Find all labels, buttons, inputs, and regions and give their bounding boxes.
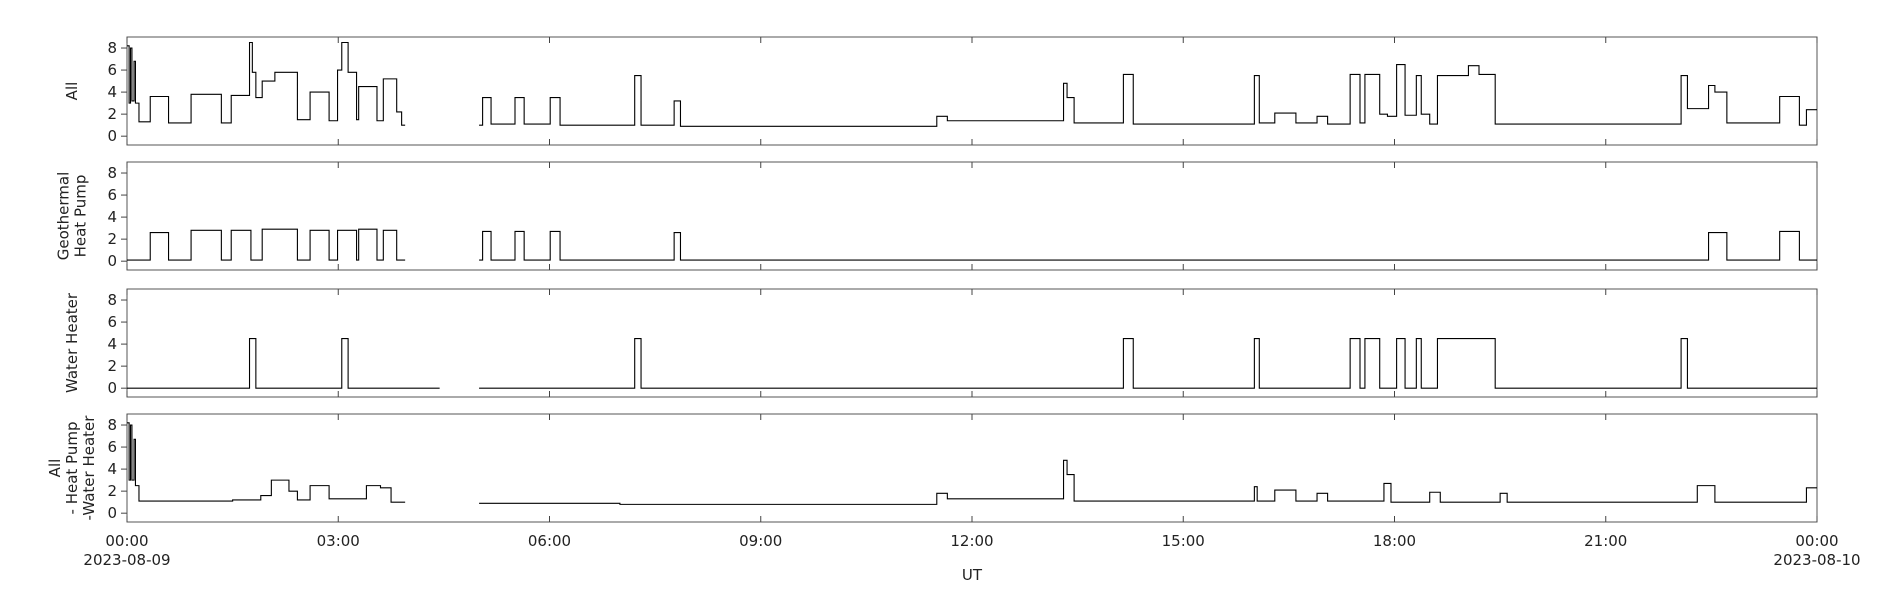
y-tick-label: 6: [107, 61, 117, 79]
y-tick-label: 2: [107, 230, 117, 248]
y-tick-label: 0: [107, 127, 117, 145]
trace: [127, 422, 1817, 505]
y-tick-label: 0: [107, 379, 117, 397]
x-tick-label: 18:00: [1373, 532, 1416, 550]
plot-frame: [126, 413, 1818, 523]
y-tick-label: 4: [107, 208, 117, 226]
plot-frame: [126, 161, 1818, 271]
y-tick-label: 0: [107, 252, 117, 270]
y-axis-label: -Water Heater: [80, 415, 98, 521]
y-axis-label: All: [63, 82, 81, 101]
x-tick-label: 03:00: [317, 532, 360, 550]
y-tick-label: 8: [107, 291, 117, 309]
x-tick-label: 12:00: [950, 532, 993, 550]
x-tick-label: 09:00: [739, 532, 782, 550]
y-tick-label: 2: [107, 105, 117, 123]
x-tick-label: 21:00: [1584, 532, 1627, 550]
trace: [127, 338, 1817, 389]
y-tick-label: 6: [107, 313, 117, 331]
x-tick-label: 00:00: [1795, 532, 1838, 550]
y-tick-label: 4: [107, 335, 117, 353]
x-tick-label: 00:00: [105, 532, 148, 550]
y-tick-label: 8: [107, 39, 117, 57]
x-tick-label: 15:00: [1162, 532, 1205, 550]
plot-frame: [126, 36, 1818, 146]
y-axis-label: Geothermal: [55, 172, 73, 261]
y-tick-label: 6: [107, 438, 117, 456]
trace: [127, 228, 1817, 261]
x-axis-label: UT: [962, 566, 983, 584]
x-tick-label: 06:00: [528, 532, 571, 550]
x-date-label: 2023-08-10: [1773, 551, 1860, 569]
y-tick-label: 8: [107, 164, 117, 182]
y-tick-label: 4: [107, 83, 117, 101]
trace: [127, 41, 1817, 127]
y-axis-label: All: [46, 459, 64, 478]
y-tick-label: 6: [107, 186, 117, 204]
plot-frame: [126, 288, 1818, 398]
y-tick-label: 8: [107, 416, 117, 434]
y-axis-label: - Heat Pump: [63, 422, 81, 515]
y-tick-label: 4: [107, 460, 117, 478]
x-date-label: 2023-08-09: [83, 551, 170, 569]
y-tick-label: 2: [107, 357, 117, 375]
y-axis-label: Water Heater: [63, 292, 81, 393]
y-axis-label: Heat Pump: [72, 175, 90, 258]
y-tick-label: 2: [107, 482, 117, 500]
y-tick-label: 0: [107, 504, 117, 522]
